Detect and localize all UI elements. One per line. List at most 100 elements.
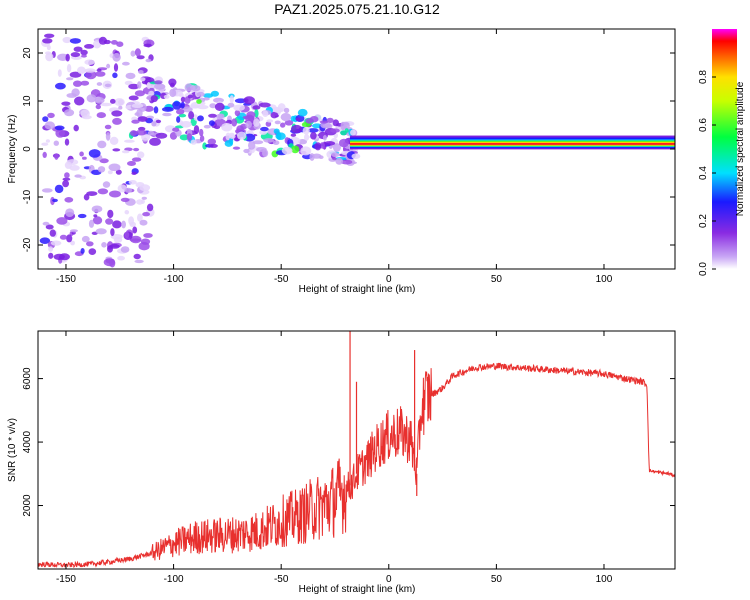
spectrogram-cell xyxy=(148,90,155,97)
spectrogram-cell xyxy=(191,85,201,92)
spectrogram-cell xyxy=(265,121,272,127)
spectrogram-cell xyxy=(176,108,185,115)
spectrogram-xtick-label: 0 xyxy=(386,274,392,285)
spectrogram-cell xyxy=(66,77,74,81)
spectrogram-cell xyxy=(100,102,112,107)
spectrogram-cell xyxy=(216,113,223,120)
spectrogram-cell xyxy=(95,228,107,235)
spectrogram-cell xyxy=(85,70,97,80)
spectrogram-cell xyxy=(97,140,107,149)
spectrogram-cell xyxy=(64,197,74,203)
spectrogram-cell xyxy=(139,184,151,192)
spectrogram-cell xyxy=(110,40,118,45)
spectrogram-cell xyxy=(340,130,347,136)
spectrogram-cell xyxy=(297,108,308,117)
spectrogram-cell xyxy=(107,209,114,219)
spectrogram-cell xyxy=(225,132,231,141)
spectrogram-cell xyxy=(131,119,140,124)
spectrogram-cell xyxy=(44,33,55,38)
spectrogram-cell xyxy=(131,157,142,162)
spectrogram-cell xyxy=(64,138,70,146)
spectrogram-cell xyxy=(169,88,177,98)
snr-xtick-label: 100 xyxy=(596,574,613,585)
spectrogram-cell xyxy=(224,140,233,147)
spectrogram-cell xyxy=(188,111,195,120)
spectrogram-cell xyxy=(134,259,144,264)
spectrogram-cell xyxy=(53,140,59,146)
spectrogram-cell xyxy=(80,248,85,254)
spectrogram-cell xyxy=(314,142,322,151)
spectrogram-cell xyxy=(258,102,271,108)
spectrogram-cell xyxy=(41,142,49,146)
spectrogram-cell xyxy=(105,132,111,141)
spectrogram-cell xyxy=(107,170,113,175)
spectrogram-ytick-label: -10 xyxy=(22,189,33,204)
snr-ytick-label: 2000 xyxy=(22,494,33,517)
spectrogram-cell xyxy=(118,105,123,110)
spectrogram-cell xyxy=(94,97,105,104)
snr-xtick-label: 50 xyxy=(491,574,503,585)
spectrogram-cell xyxy=(196,91,205,97)
spectrogram-cell xyxy=(323,141,336,146)
spectrogram-cell xyxy=(55,82,66,90)
spectrogram-cell xyxy=(351,153,361,159)
spectrogram-cell xyxy=(144,105,154,112)
spectrogram-xtick-label: 50 xyxy=(491,274,503,285)
spectrogram-cell xyxy=(64,172,70,179)
snr-panel: -150 -100 -50 0 50 100 2000 4000 6000 Height of… xyxy=(7,330,676,595)
spectrogram-cell xyxy=(49,229,56,237)
spectrogram-cell xyxy=(48,252,54,259)
colorbar-label: Normalized spectral amplitude xyxy=(735,81,746,216)
spectrogram-cell xyxy=(112,72,118,79)
colorbar-tick-label: 0.6 xyxy=(698,118,709,132)
spectrogram-cell xyxy=(122,61,130,66)
spectrogram-cell xyxy=(54,125,65,131)
spectrogram-cell xyxy=(130,50,136,57)
spectrogram-cell xyxy=(111,110,123,117)
spectrogram-cell xyxy=(70,240,75,246)
snr-spikes xyxy=(349,331,418,497)
spectrogram-xtick-label: -150 xyxy=(56,274,76,285)
spectrogram-cell xyxy=(112,52,121,62)
spectrogram-cell xyxy=(326,117,334,123)
spectrogram-cell xyxy=(305,118,313,124)
snr-xtick-label: -50 xyxy=(274,574,289,585)
spectrogram-cell xyxy=(302,126,310,135)
colorbar-tick-label: 0.4 xyxy=(698,166,709,180)
spectrogram-cell xyxy=(169,132,178,140)
spectrogram-cell xyxy=(253,118,260,127)
spectrogram-cell xyxy=(41,188,53,193)
spectrogram-cell xyxy=(203,124,211,129)
spectrogram-cell xyxy=(214,102,225,111)
spectrogram-cell xyxy=(88,219,95,228)
spectrogram-cell xyxy=(208,113,217,118)
spectrogram-cell xyxy=(96,82,103,86)
spectrogram-cell xyxy=(95,71,106,77)
spectrogram-cell xyxy=(99,158,109,164)
snr-xtick-label: 0 xyxy=(386,574,392,585)
spectrogram-cell xyxy=(92,216,103,225)
spectrogram-cell xyxy=(319,120,329,124)
snr-frame xyxy=(37,330,676,570)
spectrogram-cell xyxy=(300,146,312,156)
spectrogram-cell xyxy=(154,80,163,85)
spectrogram-cell xyxy=(116,41,124,47)
spectrogram-cell xyxy=(128,83,140,90)
spectrogram-cell xyxy=(162,106,174,112)
spectrogram-cell xyxy=(203,97,210,101)
spectrogram-cell xyxy=(262,149,269,158)
spectrogram-cell xyxy=(103,39,111,45)
spectrogram-cell xyxy=(86,191,98,197)
spectrogram-cell xyxy=(54,184,64,194)
spectrogram-blobs xyxy=(39,33,361,268)
spectrogram-cell xyxy=(95,104,102,110)
spectrogram-xtick-label: -50 xyxy=(274,274,289,285)
spectrogram-cell xyxy=(86,241,94,247)
spectrogram-cell xyxy=(88,248,97,256)
spectrogram-cell xyxy=(62,180,69,188)
spectrogram-cell xyxy=(266,119,274,123)
spectrogram-cell xyxy=(54,153,59,160)
spectrogram-cell xyxy=(147,130,155,136)
spectrogram-cell xyxy=(112,220,122,229)
spectrogram-cell xyxy=(130,130,138,137)
